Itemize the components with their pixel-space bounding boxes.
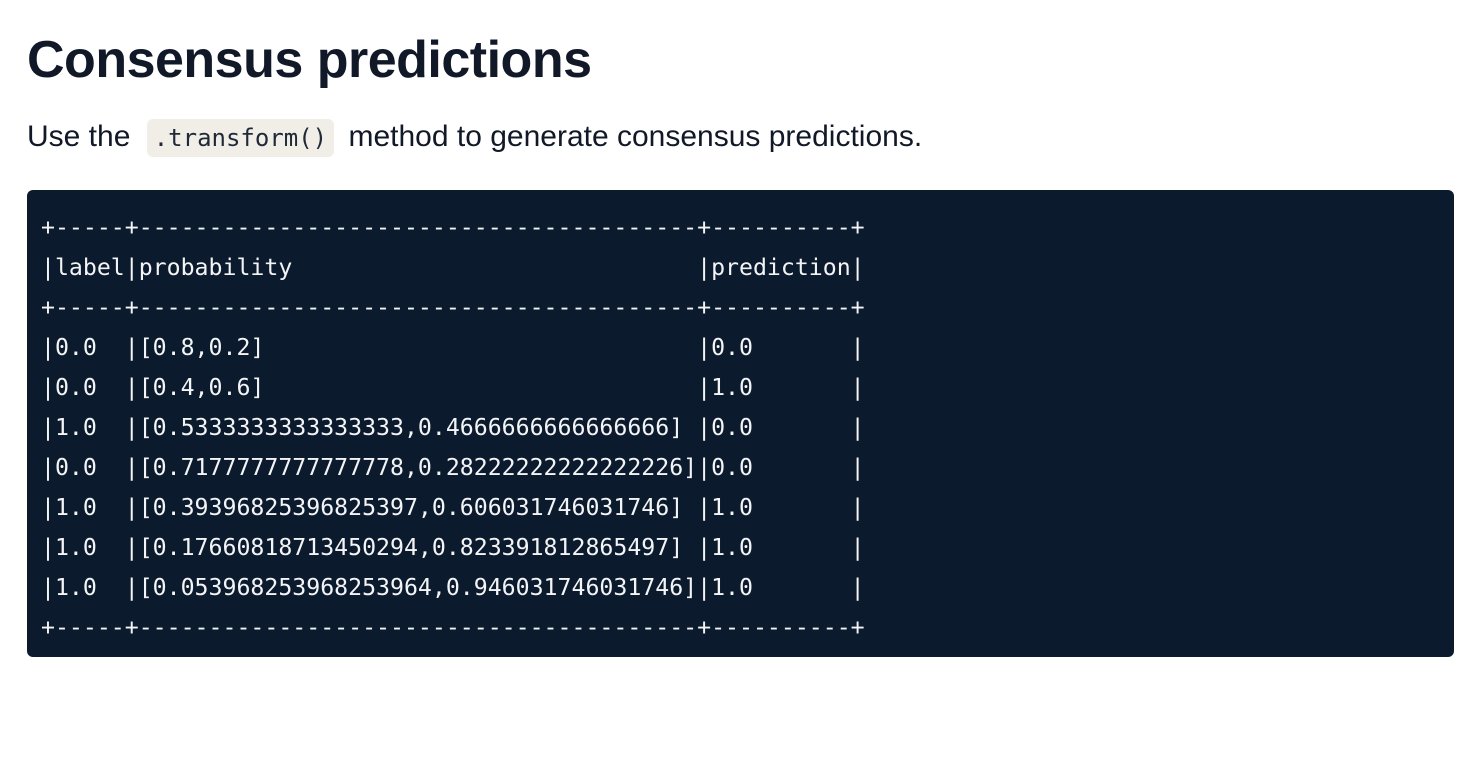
intro-text-after: method to generate consensus predictions… (340, 120, 923, 153)
table-row: |1.0 |[0.5333333333333333,0.466666666666… (41, 414, 865, 441)
table-row: |0.0 |[0.7177777777777778,0.282222222222… (41, 454, 865, 481)
table-border-header: +-----+---------------------------------… (41, 294, 865, 321)
table-row: |1.0 |[0.053968253968253964,0.9460317460… (41, 574, 865, 601)
doc-section: Consensus predictions Use the .transform… (27, 0, 1454, 657)
table-header-row: |label|probability |prediction| (41, 254, 865, 281)
table-row: |1.0 |[0.17660818713450294,0.82339181286… (41, 534, 865, 561)
intro-text-before: Use the (27, 120, 139, 153)
table-border-bottom: +-----+---------------------------------… (41, 614, 865, 641)
table-border-top: +-----+---------------------------------… (41, 214, 865, 241)
inline-code-transform: .transform() (146, 119, 335, 157)
table-row: |1.0 |[0.39396825396825397,0.60603174603… (41, 494, 865, 521)
code-output-block: +-----+---------------------------------… (27, 190, 1454, 657)
table-row: |0.0 |[0.8,0.2] |0.0 | (41, 334, 865, 361)
page-title: Consensus predictions (27, 31, 592, 89)
table-row: |0.0 |[0.4,0.6] |1.0 | (41, 374, 865, 401)
intro-paragraph: Use the .transform() method to generate … (27, 116, 1454, 159)
